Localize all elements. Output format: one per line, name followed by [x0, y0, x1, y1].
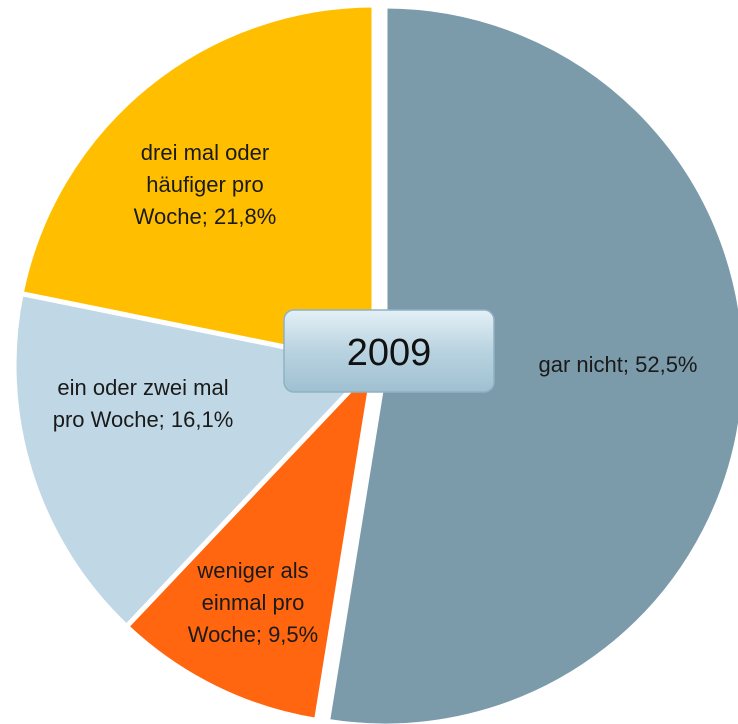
- chart-title: 2009: [347, 332, 432, 374]
- pie-slice: [324, 3, 738, 724]
- labels: gar nicht; 52,5% weniger als einmal pro Woc…: [53, 140, 698, 647]
- pie-slice: [123, 357, 378, 724]
- title-box: [283, 309, 495, 393]
- pie-slice: [18, 2, 377, 369]
- slice-label: weniger als einmal pro Woche; 9,5%: [188, 558, 318, 647]
- slice-label: ein oder zwei mal pro Woche; 16,1%: [53, 375, 234, 432]
- slice-label: drei mal oder häufiger pro Woche; 21,8%: [134, 140, 277, 229]
- slice-label: gar nicht; 52,5%: [539, 352, 698, 377]
